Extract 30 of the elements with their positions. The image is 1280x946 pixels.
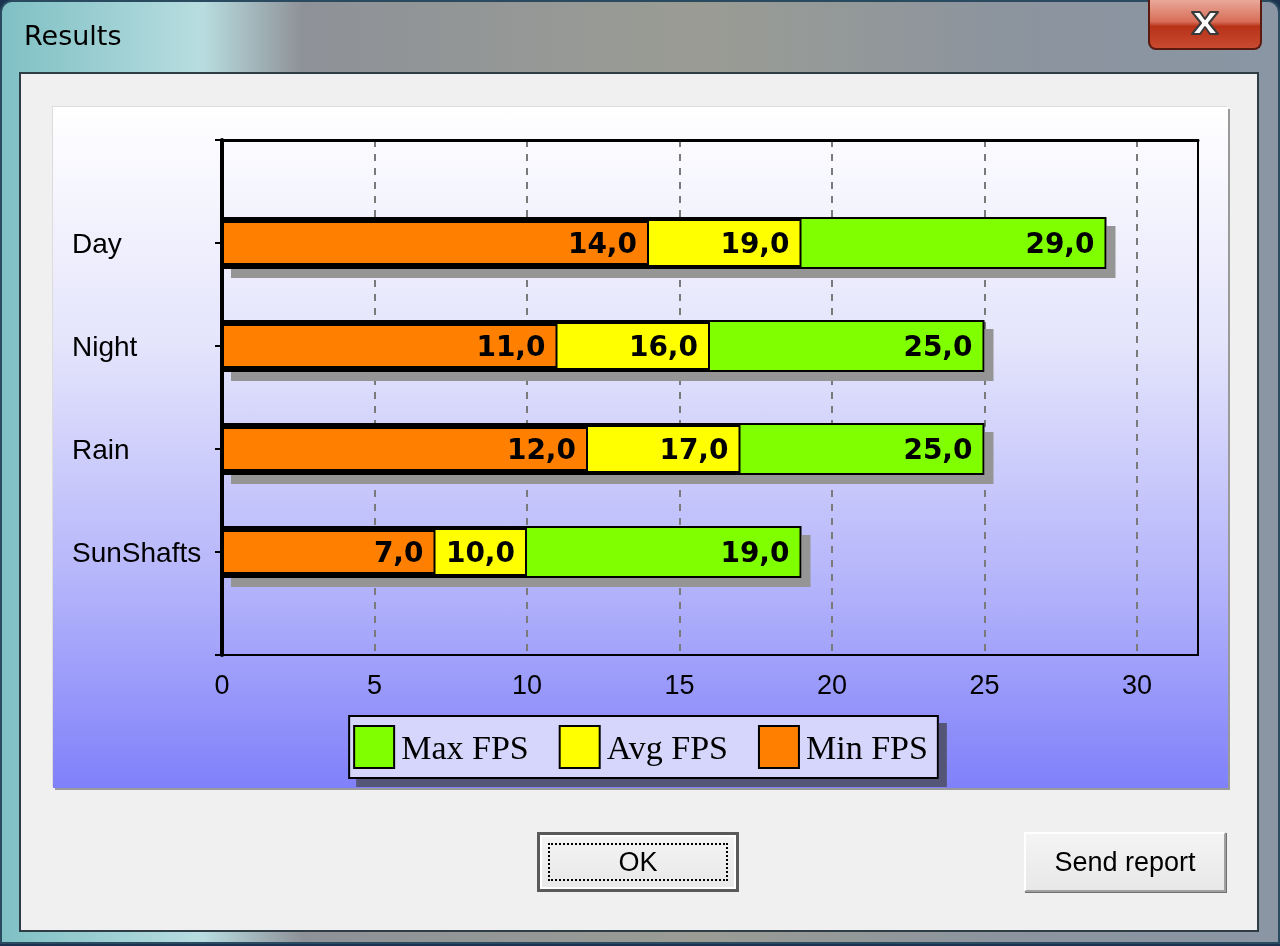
x-tick-label: 0 [214, 669, 230, 700]
data-label: 14,0 [567, 226, 637, 260]
legend-label: Min FPS [805, 728, 928, 766]
x-tick-label: 5 [366, 669, 383, 700]
legend-label: Max FPS [401, 728, 529, 766]
data-label: 19,0 [720, 226, 790, 260]
x-tick-label: 25 [969, 669, 1000, 700]
data-label: 25,0 [903, 329, 973, 363]
data-label: 12,0 [506, 432, 576, 466]
data-label: 7,0 [373, 535, 424, 569]
legend-label: Avg FPS [606, 728, 728, 766]
x-tick-label: 15 [664, 669, 695, 700]
x-tick-label: 30 [1121, 669, 1153, 700]
close-button[interactable] [1148, 0, 1262, 50]
y-tick-label: Day [72, 227, 122, 259]
data-label: 10,0 [445, 535, 515, 569]
x-tick-label: 10 [511, 669, 543, 700]
data-label: 16,0 [628, 329, 698, 363]
data-label: 29,0 [1025, 226, 1095, 260]
chart-title: Results [24, 20, 122, 51]
data-label: 11,0 [476, 329, 546, 363]
data-label: 25,0 [903, 432, 973, 466]
x-tick-label: 20 [816, 669, 848, 700]
y-tick-label: Rain [72, 433, 130, 465]
y-tick-label: SunShafts [72, 536, 202, 568]
button[interactable]: OK [537, 832, 739, 892]
y-tick-label: Night [72, 330, 138, 362]
data-label: 17,0 [659, 432, 729, 466]
data-label: 19,0 [720, 535, 790, 569]
button[interactable]: Send report [1024, 832, 1226, 892]
